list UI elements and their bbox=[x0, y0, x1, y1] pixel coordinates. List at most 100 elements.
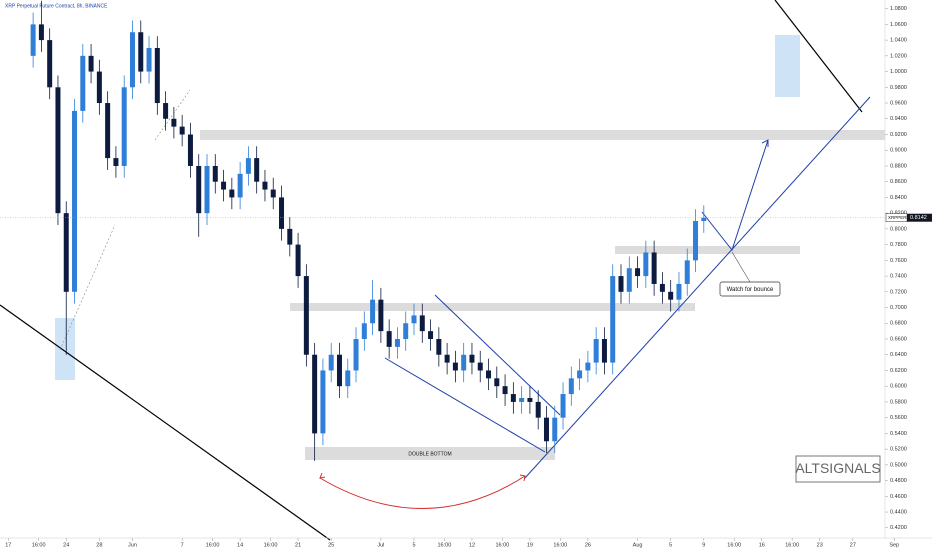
x-tick-label: 5 bbox=[412, 542, 415, 548]
annotation: Watch for bounce bbox=[727, 287, 774, 293]
candle-body bbox=[72, 110, 78, 292]
candle-body bbox=[245, 158, 251, 174]
candle-body bbox=[543, 417, 549, 442]
candle-body bbox=[560, 394, 566, 418]
y-tick-label: 0.5800 bbox=[890, 399, 907, 405]
x-tick-label: 16:00 bbox=[32, 542, 46, 548]
x-tick-label: 16:00 bbox=[727, 542, 741, 548]
candle-body bbox=[179, 126, 185, 135]
candle-body bbox=[469, 354, 475, 363]
y-tick-label: 0.4400 bbox=[890, 509, 907, 515]
candle-body bbox=[287, 228, 293, 245]
x-tick-label: 24 bbox=[63, 542, 69, 548]
x-tick-label: Jun bbox=[128, 542, 137, 548]
candle-body bbox=[336, 354, 342, 387]
y-tick-label: 0.9000 bbox=[890, 148, 907, 154]
candle-body bbox=[403, 323, 409, 340]
x-tick-label: 16:00 bbox=[438, 542, 452, 548]
candle-body bbox=[328, 354, 334, 371]
candle-body bbox=[262, 181, 268, 190]
candle-body bbox=[279, 197, 285, 229]
y-tick-label: 0.6200 bbox=[890, 368, 907, 374]
candle-body bbox=[701, 217, 707, 222]
y-tick-label: 0.9800 bbox=[890, 85, 907, 91]
candle-body bbox=[237, 173, 243, 198]
x-tick-label: 26 bbox=[585, 542, 591, 548]
candle-body bbox=[486, 370, 492, 379]
y-tick-label: 0.7800 bbox=[890, 242, 907, 248]
candle-body bbox=[643, 252, 649, 277]
y-tick-label: 0.8400 bbox=[890, 195, 907, 201]
chart-title: XRP Perpetual Future Contract, 8h, BINAN… bbox=[5, 3, 108, 9]
candle-body bbox=[163, 103, 169, 119]
x-tick-label: 23 bbox=[817, 542, 823, 548]
candle-body bbox=[80, 55, 86, 111]
candle-body bbox=[510, 394, 516, 402]
dashed-line bbox=[154, 89, 191, 141]
candle-body bbox=[270, 189, 276, 198]
y-tick-label: 0.9200 bbox=[890, 132, 907, 138]
x-tick-label: 16 bbox=[759, 542, 765, 548]
candle-body bbox=[494, 378, 500, 387]
arrow-head bbox=[761, 139, 769, 147]
candle-body bbox=[47, 40, 53, 88]
candle-body bbox=[212, 165, 218, 182]
watermark-box bbox=[795, 455, 881, 483]
x-tick-label: Aug bbox=[633, 542, 643, 548]
y-tick-label: 0.5400 bbox=[890, 431, 907, 437]
candle-body bbox=[394, 339, 400, 347]
candle-body bbox=[610, 276, 616, 363]
candle-body bbox=[113, 158, 119, 166]
x-tick-label: 21 bbox=[295, 542, 301, 548]
candle-body bbox=[577, 370, 583, 379]
retest-zone bbox=[615, 246, 800, 254]
candle-body bbox=[635, 268, 641, 277]
candle-body bbox=[378, 299, 384, 332]
y-tick-label: 1.0200 bbox=[890, 53, 907, 59]
candle-body bbox=[693, 221, 699, 261]
y-tick-label: 0.4600 bbox=[890, 494, 907, 500]
candle-body bbox=[171, 118, 177, 127]
candle-body bbox=[187, 134, 193, 166]
candle-body bbox=[601, 339, 607, 363]
candle-body bbox=[477, 362, 483, 371]
x-tick-label: 16:00 bbox=[206, 542, 220, 548]
y-tick-label: 0.6000 bbox=[890, 384, 907, 390]
candle-body bbox=[105, 103, 111, 159]
y-tick-label: 0.6600 bbox=[890, 336, 907, 342]
wedge-line bbox=[384, 357, 546, 453]
y-tick-label: 0.8800 bbox=[890, 163, 907, 169]
x-tick-label: 9 bbox=[702, 542, 705, 548]
last-price-label: 0.8142 bbox=[910, 215, 927, 221]
candle-body bbox=[154, 47, 160, 104]
x-tick-label: 16:00 bbox=[264, 542, 278, 548]
candle-body bbox=[626, 268, 632, 292]
candle-body bbox=[295, 244, 301, 277]
candle-body bbox=[353, 339, 359, 371]
candle-body bbox=[312, 354, 318, 434]
candle-body bbox=[568, 378, 574, 395]
x-tick-label: 7 bbox=[181, 542, 184, 548]
candle-body bbox=[138, 32, 144, 72]
candle-body bbox=[121, 87, 127, 166]
candle-body bbox=[684, 260, 690, 284]
x-tick-label: Jul bbox=[377, 542, 384, 548]
candle-body bbox=[668, 291, 674, 300]
y-tick-label: 0.7000 bbox=[890, 305, 907, 311]
resistance-zone bbox=[200, 130, 885, 140]
y-tick-label: 0.8600 bbox=[890, 179, 907, 185]
candle-body bbox=[552, 417, 558, 442]
candle-body bbox=[254, 158, 260, 182]
y-tick-label: 1.0000 bbox=[890, 69, 907, 75]
x-tick-label: 14 bbox=[237, 542, 243, 548]
x-tick-label: 28 bbox=[96, 542, 102, 548]
candle-body bbox=[146, 47, 152, 72]
symbol-label: XRPPERP bbox=[888, 215, 910, 220]
x-tick-label: 5 bbox=[669, 542, 672, 548]
annotation: DOUBLE BOTTOM bbox=[408, 451, 451, 457]
y-tick-label: 0.7400 bbox=[890, 274, 907, 280]
y-tick-label: 0.5200 bbox=[890, 447, 907, 453]
y-tick-label: 0.4200 bbox=[890, 525, 907, 531]
